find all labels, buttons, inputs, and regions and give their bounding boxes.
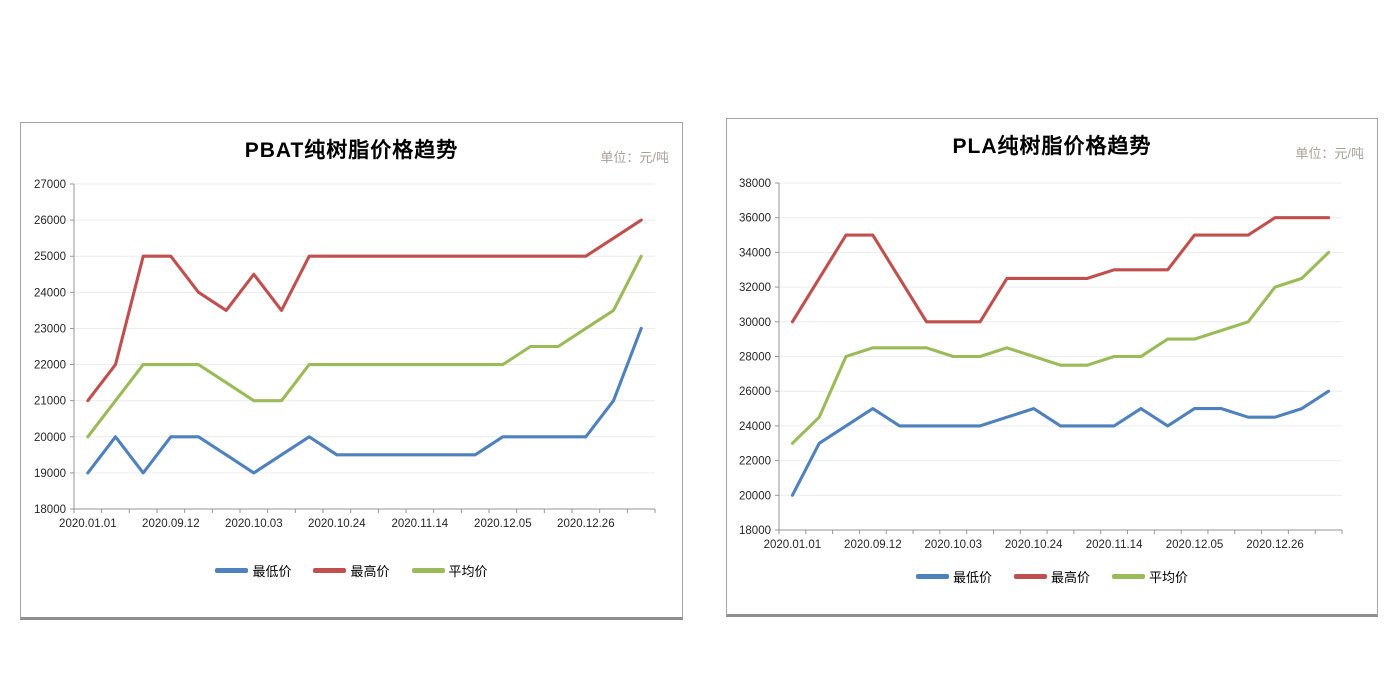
y-axis-tick-label: 20000	[34, 432, 66, 444]
pla-legend: 最低价 最高价 平均价	[727, 567, 1377, 586]
y-axis-tick-label: 26000	[739, 386, 771, 398]
x-axis-tick-label: 2020.10.03	[924, 539, 982, 551]
x-axis-tick-label: 2020.12.26	[1246, 539, 1304, 551]
pla-chart-canvas: 18000 20000 22000 24000 26000 28000 30000 32000…	[739, 178, 1343, 551]
y-axis-tick-label: 34000	[739, 247, 771, 259]
x-axis-tick-label: 2020.01.01	[59, 518, 117, 530]
y-axis-tick-label: 27000	[34, 179, 66, 191]
legend-label: 最低价	[252, 564, 292, 579]
legend-item-平均价: 平均价	[1112, 567, 1188, 586]
pbat-legend: 最低价 最高价 平均价	[21, 561, 682, 580]
y-axis-tick-label: 20000	[739, 490, 771, 502]
x-axis-tick-label: 2020.10.24	[1005, 539, 1063, 551]
pla-chart-panel: PLA纯树脂价格趋势 单位：元/吨 18000 20000 22000 24000 26…	[726, 118, 1378, 617]
x-axis-tick-label: 2020.12.05	[1166, 539, 1224, 551]
series-line-最高价	[86, 218, 643, 403]
y-axis-tick-label: 32000	[739, 282, 771, 294]
series-line-平均价	[86, 254, 643, 439]
y-axis-tick-label: 18000	[34, 504, 66, 516]
pla-unit-label: 单位：元/吨	[1295, 146, 1364, 161]
legend-swatch	[1013, 574, 1047, 579]
legend-swatch	[411, 568, 445, 573]
x-axis-tick-label: 2020.12.26	[557, 518, 615, 530]
y-axis-tick-label: 24000	[739, 421, 771, 433]
legend-item-平均价: 平均价	[411, 561, 488, 580]
x-axis-tick-label: 2020.11.14	[1086, 539, 1143, 551]
x-axis-tick-label: 2020.10.24	[308, 518, 366, 530]
y-axis-tick-label: 24000	[34, 287, 66, 299]
legend-label: 平均价	[448, 564, 488, 579]
x-axis-tick-label: 2020.12.05	[474, 518, 532, 530]
series-line-最低价	[790, 389, 1331, 497]
series-line-最低价	[86, 326, 643, 475]
y-axis-tick-label: 23000	[34, 323, 66, 335]
series-line-最高价	[790, 216, 1331, 324]
legend-item-最高价: 最高价	[1013, 567, 1090, 586]
legend-item-最低价: 最低价	[215, 561, 291, 580]
y-axis-tick-label: 22000	[34, 360, 66, 372]
legend-label: 平均价	[1149, 570, 1189, 585]
x-axis-tick-label: 2020.09.12	[142, 518, 200, 530]
legend-label: 最高价	[350, 564, 390, 579]
x-axis-tick-label: 2020.11.14	[391, 518, 448, 530]
legend-swatch	[313, 568, 347, 573]
pbat-chart-title: PBAT纯树脂价格趋势	[244, 139, 459, 162]
legend-label: 最低价	[952, 570, 992, 585]
y-axis-tick-label: 22000	[739, 456, 771, 468]
y-axis-tick-label: 36000	[739, 213, 771, 225]
legend-swatch	[215, 568, 249, 573]
y-axis-tick-label: 18000	[739, 525, 771, 537]
y-axis-tick-label: 28000	[739, 352, 771, 364]
pbat-chart-canvas: 18000 19000 20000 21000 22000 23000 24000 25000…	[34, 179, 656, 530]
series-line-平均价	[790, 250, 1331, 445]
legend-item-最高价: 最高价	[313, 561, 390, 580]
y-axis-tick-label: 19000	[34, 468, 66, 480]
y-axis-tick-label: 25000	[34, 251, 66, 263]
x-axis-tick-label: 2020.09.12	[844, 539, 902, 551]
x-axis-tick-label: 2020.01.01	[764, 539, 822, 551]
pbat-chart-panel: PBAT纯树脂价格趋势 单位：元/吨 18000 19000 20000 21000 2…	[20, 122, 683, 620]
legend-swatch	[1112, 574, 1145, 579]
y-axis-tick-label: 30000	[739, 317, 771, 329]
y-axis-tick-label: 26000	[34, 215, 66, 227]
y-axis-tick-label: 38000	[739, 178, 771, 190]
legend-label: 最高价	[1050, 570, 1090, 585]
x-axis-tick-label: 2020.10.03	[225, 518, 283, 530]
legend-swatch	[915, 574, 949, 579]
pla-chart-title: PLA纯树脂价格趋势	[952, 135, 1152, 158]
pbat-unit-label: 单位：元/吨	[600, 150, 669, 165]
y-axis-tick-label: 21000	[34, 396, 66, 408]
legend-item-最低价: 最低价	[915, 567, 992, 586]
